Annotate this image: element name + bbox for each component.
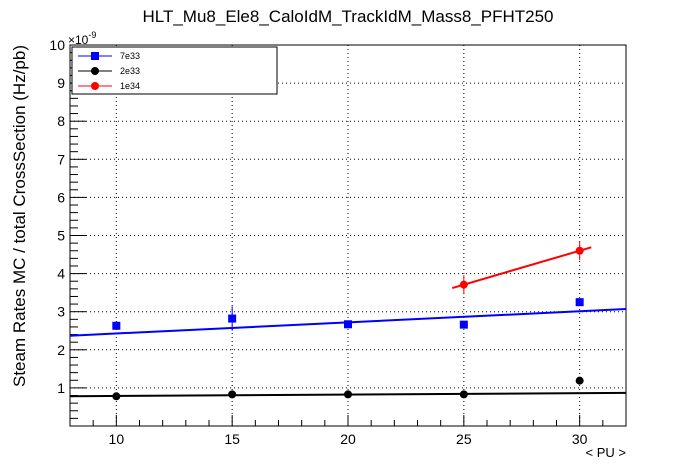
data-point bbox=[344, 320, 352, 329]
y-axis-title: Steam Rates MC / total CrossSection (Hz/… bbox=[10, 45, 29, 387]
series-7e33 bbox=[69, 298, 627, 337]
grid bbox=[70, 45, 626, 426]
x-tick-labels: 10 15 20 25 30 bbox=[109, 431, 588, 447]
legend-marker bbox=[91, 52, 99, 60]
legend-entries: 7e33 2e33 1e34 bbox=[78, 51, 140, 91]
x-tick-label: 25 bbox=[456, 431, 472, 447]
data-point bbox=[459, 320, 468, 329]
data-point bbox=[112, 321, 121, 330]
series-1e34 bbox=[451, 241, 592, 295]
y-tick-label: 5 bbox=[57, 228, 65, 244]
data-point bbox=[575, 298, 584, 307]
data-point bbox=[459, 390, 468, 399]
y-tick-label: 9 bbox=[57, 75, 65, 91]
legend-entry-2e33: 2e33 bbox=[78, 66, 140, 76]
legend-entry-1e34: 1e34 bbox=[78, 81, 140, 91]
x-tick-label: 20 bbox=[340, 431, 356, 447]
series bbox=[69, 241, 627, 401]
y-tick-label: 1 bbox=[57, 380, 65, 396]
y-tick-label: 6 bbox=[57, 189, 65, 205]
fit-line bbox=[451, 246, 592, 290]
data-point bbox=[575, 376, 584, 385]
legend-label: 1e34 bbox=[120, 81, 140, 91]
legend-label: 7e33 bbox=[120, 51, 140, 61]
data-point bbox=[112, 392, 121, 401]
x-axis-title: < PU > bbox=[586, 445, 626, 460]
x-tick-label: 10 bbox=[109, 431, 125, 447]
legend: 7e33 2e33 1e34 bbox=[71, 46, 278, 95]
legend-label: 2e33 bbox=[120, 66, 140, 76]
data-point bbox=[228, 390, 237, 399]
y-exponent-base: ×10 bbox=[68, 33, 89, 47]
series-2e33 bbox=[69, 376, 627, 401]
legend-marker bbox=[91, 82, 99, 90]
y-tick-label: 2 bbox=[57, 342, 65, 358]
y-tick-label: 8 bbox=[57, 113, 65, 129]
y-tick-label: 7 bbox=[57, 151, 65, 167]
data-point bbox=[228, 314, 237, 323]
x-tick-label: 15 bbox=[224, 431, 240, 447]
y-exponent-power: -9 bbox=[88, 30, 96, 40]
y-tick-labels: 1 2 3 4 5 6 7 8 9 10 bbox=[49, 37, 65, 396]
legend-entry-7e33: 7e33 bbox=[78, 51, 140, 61]
x-tick-label: 30 bbox=[572, 431, 588, 447]
y-tick-label: 3 bbox=[57, 304, 65, 320]
data-point bbox=[344, 390, 352, 399]
chart-title: HLT_Mu8_Ele8_CaloIdM_TrackIdM_Mass8_PFHT… bbox=[142, 7, 553, 26]
y-exponent-label: ×10-9 bbox=[68, 30, 96, 47]
legend-marker bbox=[91, 67, 99, 75]
y-tick-label: 4 bbox=[57, 266, 65, 282]
data-point bbox=[575, 246, 584, 255]
y-tick-label: 10 bbox=[49, 37, 65, 53]
data-point bbox=[459, 280, 468, 289]
